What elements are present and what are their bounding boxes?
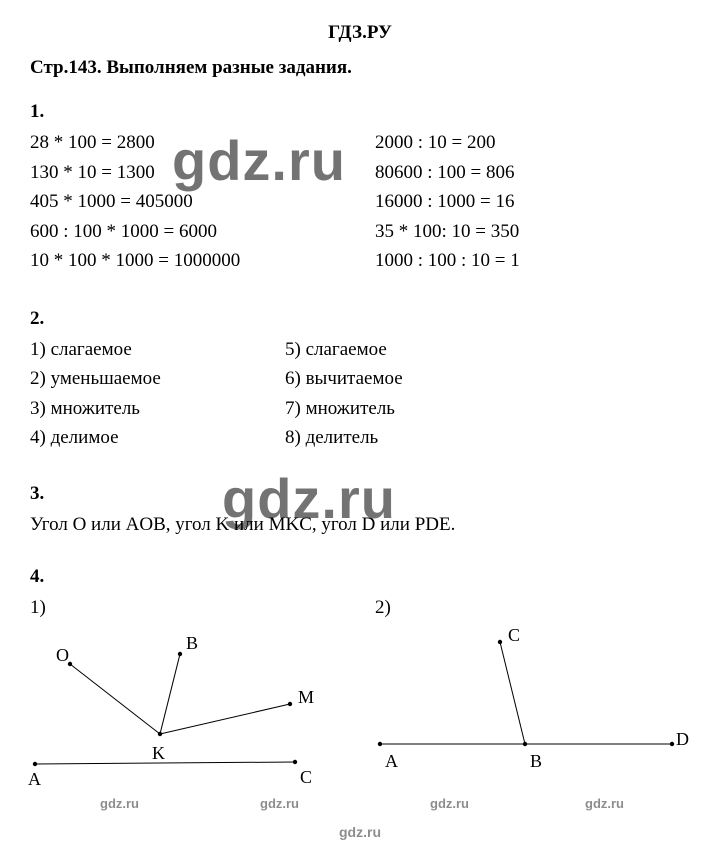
q4-number: 4. xyxy=(30,562,690,591)
q4-left-label: 1) xyxy=(30,593,375,622)
point-label-M: M xyxy=(298,684,314,712)
q4-right-label: 2) xyxy=(375,593,690,622)
q2-body: 1) слагаемое 2) уменьшаемое 3) множитель… xyxy=(30,335,690,453)
q1-body: 28 * 100 = 2800 130 * 10 = 1300 405 * 10… xyxy=(30,128,690,275)
q2-right-0: 5) слагаемое xyxy=(285,335,690,364)
point-label-A: A xyxy=(385,748,398,776)
q4-diagram-right: C A B D xyxy=(360,624,690,779)
q1-left-1: 130 * 10 = 1300 xyxy=(30,158,375,187)
point-label-C: C xyxy=(508,622,520,650)
q3-number: 3. xyxy=(30,479,690,508)
q4-labels: 1) 2) xyxy=(30,593,690,622)
point-label-B: B xyxy=(186,630,198,658)
page-heading: Стр.143. Выполняем разные задания. xyxy=(30,53,690,82)
point-label-K: K xyxy=(152,740,165,768)
point-label-O: O xyxy=(56,642,69,670)
q1-left-4: 10 * 100 * 1000 = 1000000 xyxy=(30,246,375,275)
q3-text: Угол O или AOB, угол K или MKC, угол D и… xyxy=(30,510,690,539)
watermark-small-2: gdz.ru xyxy=(260,796,299,811)
q4-diagrams: O B M K A C C A B D xyxy=(30,624,690,779)
q1-left-2: 405 * 1000 = 405000 xyxy=(30,187,375,216)
watermark-small-1: gdz.ru xyxy=(100,796,139,811)
q1-right-0: 2000 : 10 = 200 xyxy=(375,128,690,157)
q2-left-0: 1) слагаемое xyxy=(30,335,285,364)
q2-left-3: 4) делимое xyxy=(30,423,285,452)
q2-number: 2. xyxy=(30,304,690,333)
q1-right-1: 80600 : 100 = 806 xyxy=(375,158,690,187)
q2-left-1: 2) уменьшаемое xyxy=(30,364,285,393)
q2-right-2: 7) множитель xyxy=(285,394,690,423)
q1-left-3: 600 : 100 * 1000 = 6000 xyxy=(30,217,375,246)
watermark-small-3: gdz.ru xyxy=(430,796,469,811)
q4-diagram-left: OBMKAC xyxy=(30,624,360,779)
q2-right-1: 6) вычитаемое xyxy=(285,364,690,393)
q2-right-3: 8) делитель xyxy=(285,423,690,452)
q1-left-0: 28 * 100 = 2800 xyxy=(30,128,375,157)
q1-right-3: 35 * 100: 10 = 350 xyxy=(375,217,690,246)
point-label-C: C xyxy=(300,764,312,792)
point-label-B: B xyxy=(530,748,542,776)
point-label-D: D xyxy=(676,726,689,754)
q1-right-2: 16000 : 1000 = 16 xyxy=(375,187,690,216)
q2-left-2: 3) множитель xyxy=(30,394,285,423)
watermark-small-4: gdz.ru xyxy=(585,796,624,811)
q1-right-4: 1000 : 100 : 10 = 1 xyxy=(375,246,690,275)
site-title: ГДЗ.РУ xyxy=(30,18,690,47)
q1-number: 1. xyxy=(30,97,690,126)
footer-watermark: gdz.ru xyxy=(0,824,720,840)
point-label-A: A xyxy=(28,766,41,794)
